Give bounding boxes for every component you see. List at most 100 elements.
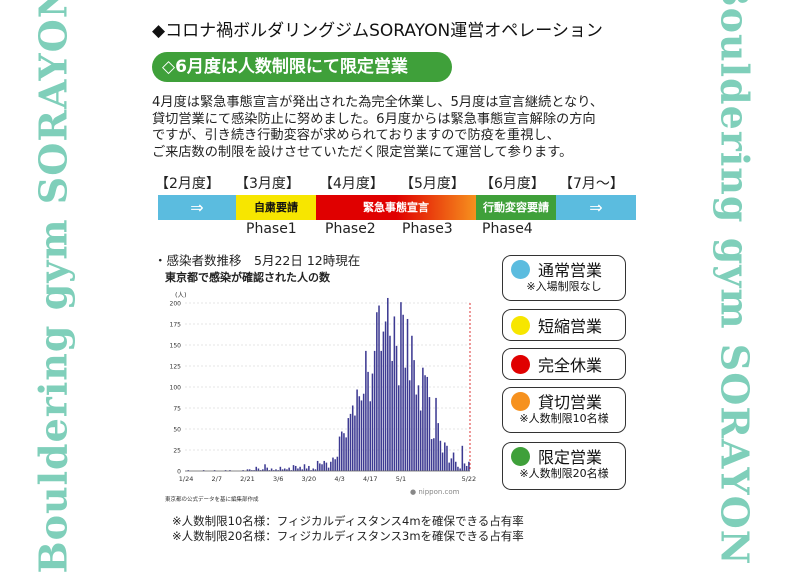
data-bar [303, 464, 306, 471]
phase-label: Phase1 [246, 221, 297, 237]
data-bar [299, 466, 301, 471]
month-labels: 【2月度】 【3月度】 【4月度】 【5月度】 【6月度】 【7月～】 [152, 173, 642, 193]
section-heading: ◇6月度は人数制限にて限定営業 [152, 52, 452, 82]
data-bar [213, 470, 216, 471]
data-bar [297, 468, 299, 471]
side-banner-right: Bouldering gym SORAYON [712, 0, 758, 566]
data-bar [345, 437, 347, 471]
data-bar [286, 469, 288, 471]
data-bar [459, 468, 461, 471]
data-bar [428, 397, 431, 471]
data-bar [262, 469, 264, 471]
data-bar [446, 445, 448, 471]
data-bar [457, 466, 459, 471]
month-label: 【7月～】 [559, 176, 624, 192]
data-bar [408, 380, 411, 471]
legend-item-normal: 通常営業 ※入場制限なし [502, 255, 626, 301]
data-bar [248, 469, 251, 471]
y-tick-label: 75 [173, 406, 181, 413]
data-bar [246, 469, 249, 471]
data-bar [358, 396, 361, 471]
data-bar [387, 297, 389, 471]
timeline-arrow-right: ⇒ [556, 195, 636, 220]
data-bar [439, 440, 442, 471]
data-bar [395, 345, 398, 471]
x-tick-label: 2/21 [240, 475, 255, 483]
data-bar [229, 470, 231, 471]
yellow-dot-icon [511, 315, 530, 335]
legend-item-closed: 完全休業 [502, 348, 626, 380]
data-bar [419, 410, 422, 471]
x-tick-label: 4/17 [363, 475, 378, 483]
y-tick-label: 200 [170, 301, 182, 308]
data-bar [426, 376, 429, 471]
data-bar [275, 469, 277, 471]
data-bar [369, 401, 372, 471]
data-bar [461, 445, 464, 471]
data-bar [441, 452, 444, 471]
data-bar [382, 331, 385, 471]
data-bar [325, 462, 328, 471]
data-bar [319, 463, 321, 471]
data-bar [371, 373, 374, 471]
data-bar [281, 469, 284, 471]
red-dot-icon [511, 354, 530, 374]
data-bar [365, 350, 367, 471]
data-bar [283, 468, 286, 471]
data-bar [435, 397, 437, 471]
timeline-bar: ⇒ 自粛要請 緊急事態宣言 行動変容要請 ⇒ [158, 195, 636, 220]
data-bar [273, 470, 275, 471]
data-bar [279, 466, 282, 471]
data-bar [202, 470, 205, 471]
data-bar [323, 460, 325, 471]
data-bar [349, 413, 352, 471]
chart-title: 東京都で感染が確認された人の数 [165, 271, 330, 284]
data-bar [373, 350, 376, 471]
data-bar [415, 394, 418, 471]
timeline-jishuku: 自粛要請 [236, 195, 316, 220]
data-bar [327, 467, 330, 471]
timeline-koudou: 行動変容要請 [476, 195, 556, 220]
data-bar [452, 452, 455, 471]
data-bar [351, 405, 354, 471]
data-bar [292, 465, 295, 471]
data-bar [347, 418, 350, 471]
y-axis-label: (人) [175, 291, 187, 299]
data-bar [413, 360, 415, 471]
data-bar [360, 400, 363, 471]
data-bar [255, 466, 258, 471]
x-tick-label: 5/1 [396, 475, 406, 483]
data-bar [397, 385, 400, 471]
footnote: ※人数制限10名様：フィジカルディスタンス4mを確保できる占有率 [172, 514, 524, 528]
data-bar [343, 433, 345, 471]
y-tick-label: 125 [170, 364, 182, 371]
data-bar [251, 470, 253, 471]
data-bar [264, 464, 266, 471]
data-bar [354, 415, 356, 471]
data-bar [417, 385, 420, 471]
page-title: ◆コロナ禍ボルダリングジムSORAYON運営オペレーション [152, 21, 603, 41]
side-banner-left: Bouldering gym SORAYON [30, 0, 76, 573]
data-bar [448, 462, 450, 471]
data-bar [253, 470, 255, 471]
month-label: 【6月度】 [480, 176, 545, 192]
data-bar [444, 442, 446, 471]
data-bar [404, 367, 407, 471]
legend-item-limited: 限定営業 ※人数制限20名様 [502, 442, 626, 490]
green-dot-icon [511, 446, 530, 466]
data-bar [310, 470, 312, 471]
data-bar [305, 468, 308, 471]
timeline-arrow-left: ⇒ [158, 195, 236, 220]
x-tick-label: 3/6 [273, 475, 283, 483]
data-bar [340, 431, 343, 471]
data-bar [338, 436, 341, 471]
data-bar [367, 371, 369, 471]
data-bar [454, 461, 457, 471]
data-bar [312, 468, 315, 471]
data-bar [301, 469, 304, 471]
source-note: 東京都の公式データを基に編集部作成 [165, 495, 259, 503]
data-bar [330, 461, 332, 471]
data-bar [389, 335, 391, 471]
data-bar [294, 465, 297, 471]
data-bar [356, 389, 358, 471]
